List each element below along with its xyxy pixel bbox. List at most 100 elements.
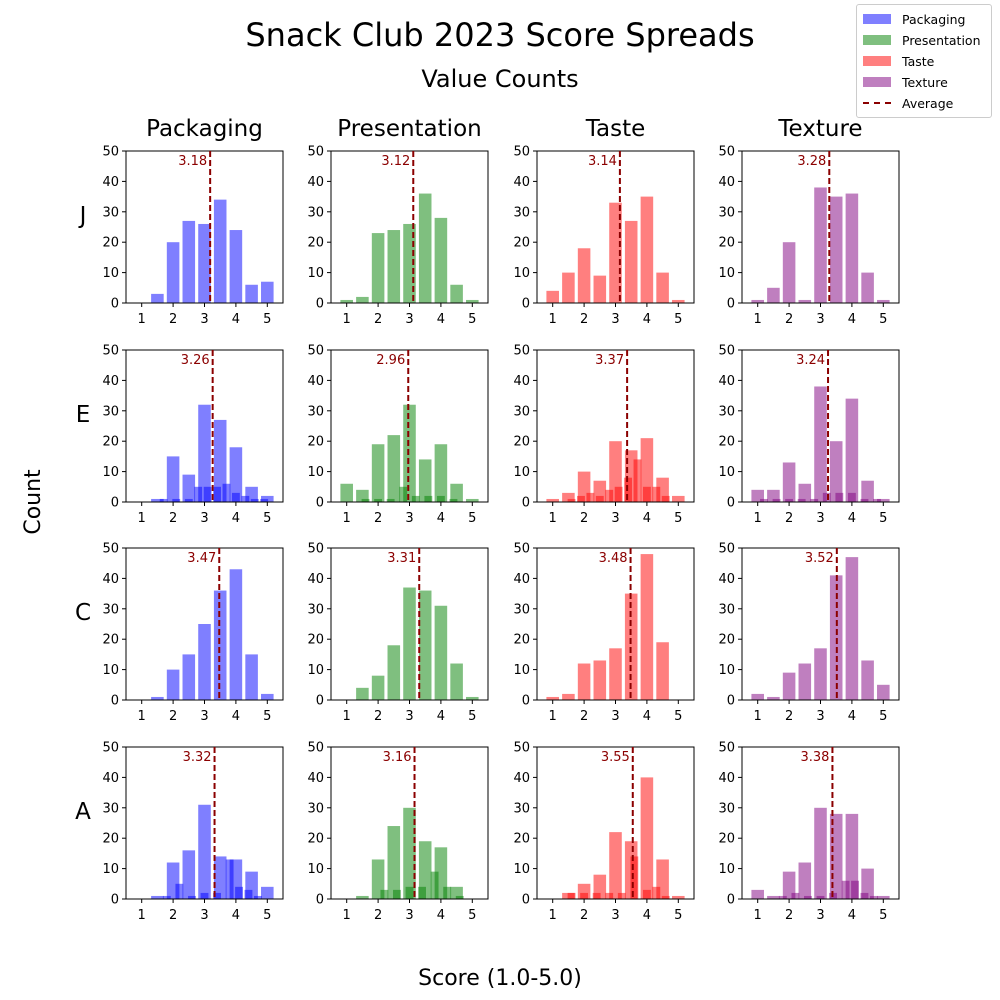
y-tick-label: 10 (513, 266, 530, 281)
y-tick-label: 30 (307, 801, 324, 816)
x-tick-label: 4 (643, 511, 651, 526)
bar (577, 248, 591, 303)
bar (751, 693, 764, 700)
overlay-bar (652, 886, 661, 899)
y-tick-label: 30 (513, 602, 530, 617)
bar (546, 290, 559, 303)
bar (229, 230, 243, 303)
overlay-bar (851, 880, 859, 899)
bar (546, 696, 559, 700)
overlay-bar (443, 886, 452, 899)
y-tick-label: 30 (102, 205, 119, 220)
overlay-bar (225, 859, 234, 899)
bar (672, 495, 685, 502)
bar (593, 275, 607, 303)
bar (371, 675, 385, 700)
panel-c-packaging: 0 10 20 30 40 50 1 2 3 4 5 3.47 (102, 542, 284, 724)
column-header-presentation: Presentation (337, 116, 481, 142)
x-tick-label: 5 (674, 709, 682, 724)
x-tick-label: 1 (138, 709, 146, 724)
y-tick-label: 10 (307, 663, 324, 678)
panel-a-packaging: 0 10 20 30 40 50 1 2 3 4 5 3.32 (102, 741, 284, 923)
bar (624, 220, 638, 303)
overlay-bar (772, 498, 781, 502)
x-tick-label: 3 (405, 709, 413, 724)
x-tick-label: 3 (816, 709, 824, 724)
y-tick-label: 50 (513, 145, 530, 160)
overlay-bar (580, 892, 589, 899)
average-label: 3.24 (796, 353, 825, 368)
row-label-c: C (75, 600, 91, 626)
panel-e-texture: 0 10 20 30 40 50 1 2 3 4 5 3.24 (718, 344, 900, 526)
bar (877, 895, 890, 899)
overlay-bar (797, 498, 806, 502)
bar (798, 862, 812, 899)
overlay-bar (411, 495, 420, 502)
bar (151, 696, 164, 700)
y-tick-label: 40 (718, 374, 735, 389)
overlay-bar (244, 889, 253, 899)
bar (356, 296, 369, 303)
panel-j-packaging: 0 10 20 30 40 50 1 2 3 4 5 3.18 (102, 145, 284, 327)
y-tick-label: 0 (111, 297, 119, 312)
bar (609, 648, 622, 700)
x-tick-label: 1 (138, 908, 146, 923)
x-tick-label: 4 (232, 908, 240, 923)
overlay-bar (361, 498, 370, 502)
bar (672, 299, 685, 303)
x-tick-label: 5 (879, 908, 887, 923)
panel-e-packaging: 0 10 20 30 40 50 1 2 3 4 5 3.26 (102, 344, 284, 526)
legend-item-average: Average (863, 94, 953, 112)
x-tick-label: 4 (643, 709, 651, 724)
x-tick-label: 3 (200, 709, 208, 724)
y-tick-label: 0 (316, 893, 324, 908)
panel-j-presentation: 0 10 20 30 40 50 1 2 3 4 5 3.12 (307, 145, 489, 327)
y-tick-label: 10 (718, 663, 735, 678)
bar (356, 895, 369, 899)
x-tick-label: 2 (169, 511, 177, 526)
y-tick-label: 50 (718, 741, 735, 756)
bar (434, 605, 448, 700)
y-tick-label: 20 (102, 236, 119, 251)
overlay-bar (253, 895, 262, 899)
bar (182, 474, 196, 502)
overlay-bar (159, 498, 168, 502)
x-tick-label: 3 (816, 511, 824, 526)
x-tick-label: 1 (343, 709, 351, 724)
bar (782, 871, 796, 899)
overlay-bar (595, 495, 604, 502)
overlay-bar (436, 495, 445, 502)
bar (861, 660, 874, 700)
bar (182, 654, 196, 700)
bar (656, 272, 669, 303)
y-tick-label: 50 (718, 145, 735, 160)
bar (356, 687, 369, 700)
x-tick-label: 1 (754, 312, 762, 327)
panel-j-taste: 0 10 20 30 40 50 1 2 3 4 5 3.14 (513, 145, 695, 327)
legend-label-presentation: Presentation (902, 32, 981, 48)
x-tick-label: 2 (374, 709, 382, 724)
y-tick-label: 50 (307, 145, 324, 160)
x-tick-label: 4 (643, 908, 651, 923)
bar (861, 868, 874, 899)
row-label-e: E (76, 402, 91, 428)
bar (609, 832, 622, 899)
overlay-bar (175, 883, 184, 899)
y-tick-label: 0 (727, 893, 735, 908)
overlay-bar (791, 892, 800, 899)
x-tick-label: 5 (468, 908, 476, 923)
y-tick-label: 20 (718, 435, 735, 450)
bar (845, 813, 859, 899)
x-tick-label: 2 (580, 511, 588, 526)
x-tick-label: 5 (879, 709, 887, 724)
overlay-bar (642, 889, 651, 899)
bar (798, 299, 812, 303)
legend-label-taste: Taste (902, 53, 935, 69)
x-tick-label: 3 (200, 908, 208, 923)
bar (640, 777, 654, 899)
y-tick-label: 0 (727, 496, 735, 511)
bar (229, 569, 243, 700)
x-tick-label: 1 (754, 709, 762, 724)
y-tick-label: 50 (307, 344, 324, 359)
